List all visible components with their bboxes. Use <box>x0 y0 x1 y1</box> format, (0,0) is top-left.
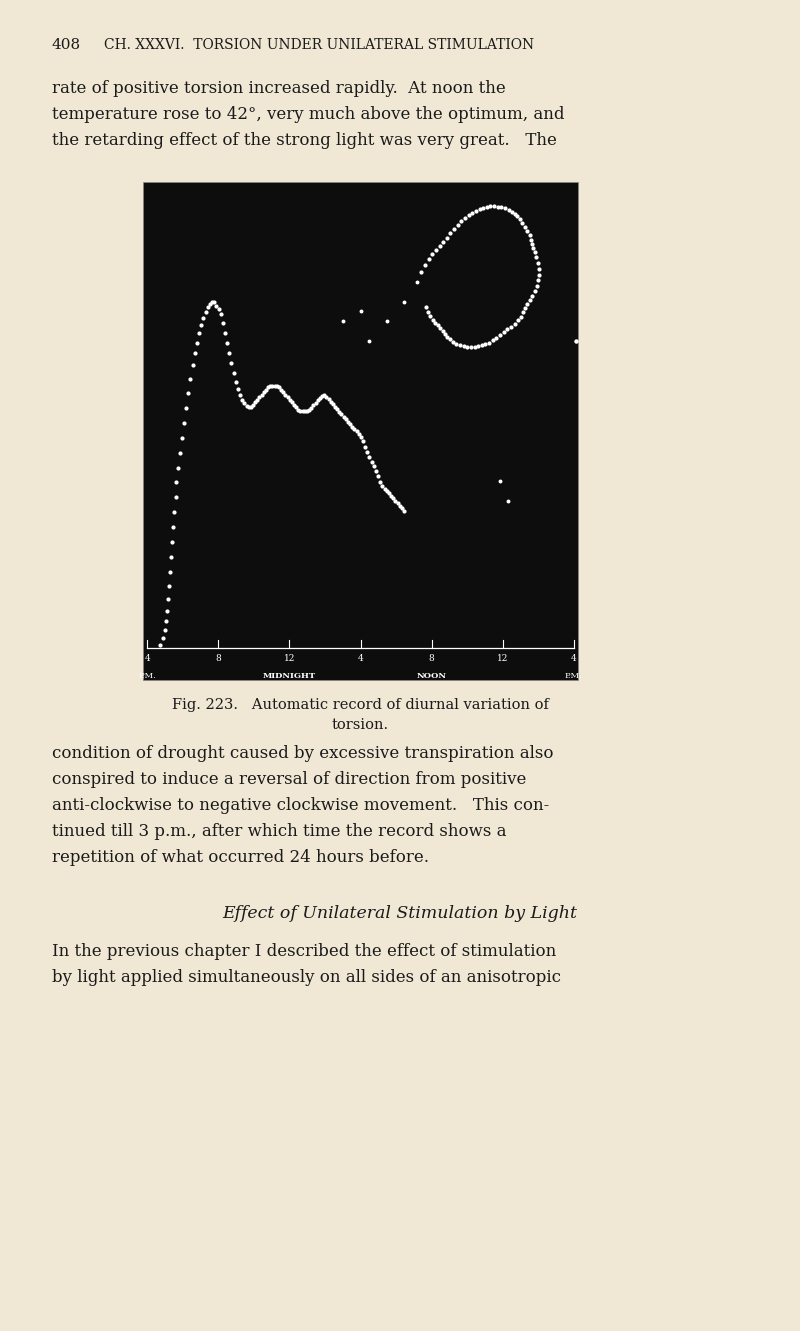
Text: 408: 408 <box>52 39 81 52</box>
Text: 4: 4 <box>145 655 150 663</box>
Text: rate of positive torsion increased rapidly.  At noon the: rate of positive torsion increased rapid… <box>52 80 506 97</box>
Text: 4: 4 <box>358 655 363 663</box>
Text: NOON: NOON <box>417 672 446 680</box>
Text: In the previous chapter I described the effect of stimulation: In the previous chapter I described the … <box>52 942 556 960</box>
Text: 4: 4 <box>570 655 577 663</box>
Text: conspired to induce a reversal of direction from positive: conspired to induce a reversal of direct… <box>52 771 526 788</box>
Text: P.M.: P.M. <box>565 672 582 680</box>
Text: 8: 8 <box>429 655 434 663</box>
Text: the retarding effect of the strong light was very great.   The: the retarding effect of the strong light… <box>52 132 557 149</box>
Text: torsion.: torsion. <box>332 717 389 732</box>
Text: 12: 12 <box>284 655 295 663</box>
Text: Effect of Unilateral Stimulation by Light: Effect of Unilateral Stimulation by Ligh… <box>222 905 578 922</box>
Text: Fig. 223.   Automatic record of diurnal variation of: Fig. 223. Automatic record of diurnal va… <box>172 697 549 712</box>
Text: repetition of what occurred 24 hours before.: repetition of what occurred 24 hours bef… <box>52 849 429 866</box>
Bar <box>143 182 578 680</box>
Text: 12: 12 <box>497 655 508 663</box>
Text: condition of drought caused by excessive transpiration also: condition of drought caused by excessive… <box>52 745 554 763</box>
Text: P.M.: P.M. <box>138 672 156 680</box>
Text: by light applied simultaneously on all sides of an anisotropic: by light applied simultaneously on all s… <box>52 969 561 986</box>
Text: tinued till 3 p.m., after which time the record shows a: tinued till 3 p.m., after which time the… <box>52 823 506 840</box>
Text: CH. XXXVI.  TORSION UNDER UNILATERAL STIMULATION: CH. XXXVI. TORSION UNDER UNILATERAL STIM… <box>104 39 534 52</box>
Text: MIDNIGHT: MIDNIGHT <box>263 672 316 680</box>
Text: 8: 8 <box>215 655 222 663</box>
Text: anti-clockwise to negative clockwise movement.   This con-: anti-clockwise to negative clockwise mov… <box>52 797 550 815</box>
Text: temperature rose to 42°, very much above the optimum, and: temperature rose to 42°, very much above… <box>52 106 565 122</box>
